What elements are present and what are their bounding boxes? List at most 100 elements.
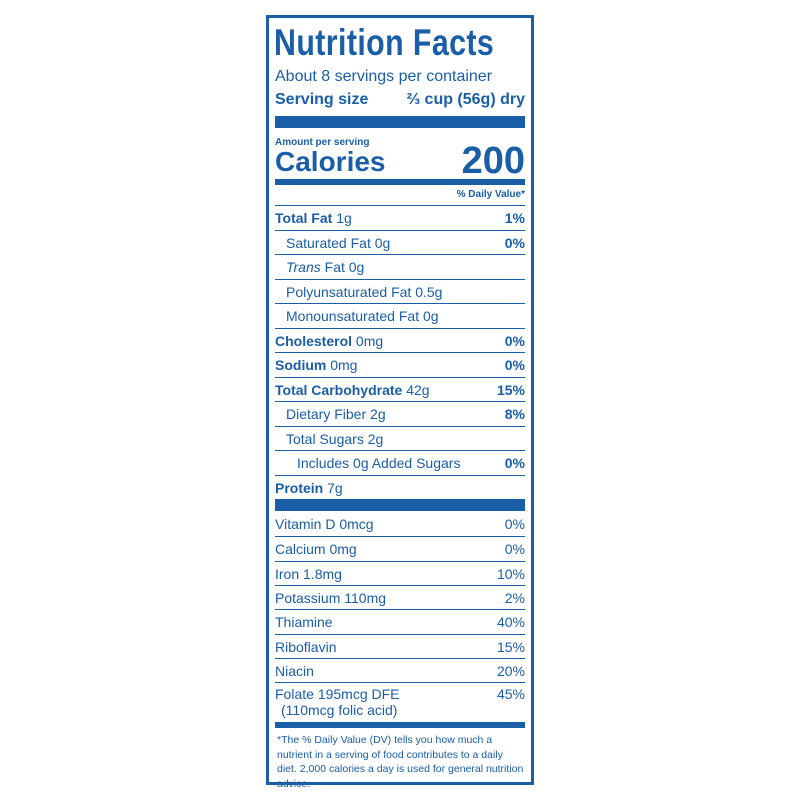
nutrient-row: Total Fat 1g 1%	[275, 205, 525, 230]
nutrient-dv: 0%	[504, 455, 525, 471]
vitamin-label: Iron 1.8mg	[275, 566, 342, 582]
nutrient-label: Dietary Fiber 2g	[286, 406, 386, 422]
vitamin-name: Riboflavin	[275, 638, 337, 655]
nutrient-amount: 0g	[374, 234, 391, 251]
servings: About 8 servings per container	[275, 68, 493, 85]
nutrient-amount: 42g	[406, 381, 430, 398]
nutrient-amount: 0g	[422, 308, 439, 324]
nutrient-name: Polyunsaturated Fat	[286, 283, 412, 300]
vitamin-name: Folate	[275, 686, 314, 703]
vitamin-dv: 0%	[504, 541, 525, 558]
vitamin-row: Potassium 110mg 2%	[275, 584, 525, 610]
vitamin-label: Potassium 110mg	[275, 590, 386, 606]
nutrient-label: Polyunsaturated Fat 0.5g	[286, 284, 442, 300]
nutrient-amount: 2g	[367, 430, 384, 447]
vitamin-row: Folate 195mcg DFE (110mcg folic acid) 45%	[275, 682, 525, 726]
nutrient-label: Cholesterol 0mg	[275, 333, 383, 349]
nutrient-name: Includes 0g Added Sugars	[297, 455, 461, 471]
vitamin-label: Vitamin D 0mcg	[275, 516, 374, 532]
nutrient-row: Dietary Fiber 2g 8%	[275, 401, 525, 426]
nutrient-amount: 0mg	[330, 357, 358, 373]
vitamin-name: Vitamin D	[275, 516, 336, 532]
nutrient-label: Total Fat 1g	[275, 210, 352, 226]
label-border	[266, 15, 534, 785]
vitamin-row: Vitamin D 0mcg 0%	[275, 512, 525, 536]
serving-size-value: ⅔ cup (56g) dry	[406, 91, 525, 108]
nutrient-row: Total Sugars 2g	[275, 425, 525, 451]
nutrient-amount: 0.5g	[415, 283, 443, 300]
vitamin-name: Potassium	[275, 589, 341, 606]
vitamin-label: Riboflavin	[275, 639, 336, 655]
nutrient-row: Sodium 0mg 0%	[275, 352, 525, 377]
vitamin-name: Thiamine	[275, 614, 333, 631]
vitamin-name: Iron	[275, 565, 300, 582]
nutrient-amount: 7g	[327, 479, 343, 496]
nutrient-name: Dietary Fiber	[286, 406, 367, 422]
nutrient-row: Total Carbohydrate 42g 15%	[275, 376, 525, 402]
vitamin-name: Niacin	[275, 662, 314, 679]
vitamin-amount: 1.8mg	[303, 565, 342, 582]
amount-per-serving: Amount per serving	[275, 137, 370, 148]
calories-label: Calories	[275, 146, 386, 177]
vitamin-row: Calcium 0mg 0%	[275, 536, 525, 561]
nutrient-name: Total Carbohydrate	[275, 381, 403, 398]
nutrient-label: Trans Fat 0g	[286, 259, 364, 275]
nutrient-label: Monounsaturated Fat 0g	[286, 308, 439, 324]
medium-rule	[275, 179, 525, 185]
vitamin-amount: 195mcg DFE	[317, 686, 400, 703]
nutrient-amount: 0mg	[355, 332, 384, 349]
medium-rule	[275, 722, 525, 728]
vitamin-dv: 0%	[504, 516, 525, 532]
vitamin-note: (110mcg folic acid)	[281, 702, 398, 719]
nutrient-name: Total Sugars	[286, 430, 364, 447]
nutrient-name: Monounsaturated Fat	[286, 308, 420, 324]
vitamin-row: Niacin 20%	[275, 657, 525, 683]
nutrient-row: Includes 0g Added Sugars 0%	[275, 450, 525, 475]
nutrient-dv: 0%	[504, 357, 525, 373]
vitamin-dv: 10%	[496, 565, 525, 582]
vitamin-label: Thiamine	[275, 614, 333, 630]
nutrient-dv: 0%	[504, 234, 525, 251]
nutrient-name: Saturated Fat	[286, 234, 371, 251]
nutrient-label: Total Sugars 2g	[286, 431, 383, 447]
nutrient-amount: 0g	[348, 259, 365, 275]
nutrient-amount: 2g	[370, 406, 386, 422]
title: Nutrition Facts	[274, 22, 495, 63]
nutrient-row: Monounsaturated Fat 0g	[275, 303, 525, 328]
vitamin-amount: 110mg	[344, 589, 387, 606]
nutrient-label: Includes 0g Added Sugars	[297, 455, 460, 471]
vitamin-name: Calcium	[275, 541, 326, 558]
nutrient-row: Saturated Fat 0g 0%	[275, 229, 525, 255]
nutrient-name: Protein	[275, 479, 324, 496]
vitamin-amount: 0mg	[329, 541, 357, 558]
vitamin-dv: 15%	[496, 638, 525, 655]
nutrient-label: Sodium 0mg	[275, 357, 357, 373]
nutrient-dv: 8%	[504, 406, 525, 422]
serving-size-label: Serving size	[275, 91, 369, 108]
vitamin-dv: 40%	[496, 614, 525, 631]
nutrient-dv: 15%	[496, 381, 525, 398]
nutrient-row: Protein 7g	[275, 474, 525, 500]
nutrient-name: Cholesterol	[275, 332, 353, 349]
nutrient-dv: 1%	[504, 210, 525, 226]
thick-rule	[275, 499, 525, 511]
nutrient-row: Trans Fat 0g	[275, 254, 525, 279]
vitamin-row: Thiamine 40%	[275, 609, 525, 634]
vitamin-dv: 20%	[496, 662, 525, 679]
dv-header: % Daily Value*	[456, 189, 525, 200]
nutrient-dv: 0%	[504, 332, 525, 349]
nutrient-amount: 1g	[336, 210, 352, 226]
nutrient-row: Polyunsaturated Fat 0.5g	[275, 278, 525, 304]
nutrient-name: Fat	[324, 259, 345, 275]
vitamin-label: Calcium 0mg	[275, 541, 357, 557]
vitamin-dv: 2%	[504, 589, 525, 606]
vitamin-label: Folate 195mcg DFE (110mcg folic acid)	[275, 686, 400, 718]
nutrient-label: Protein 7g	[275, 480, 343, 496]
footnote: *The % Daily Value (DV) tells you how mu…	[277, 734, 524, 790]
nutrient-name: Sodium	[275, 357, 327, 373]
vitamin-row: Iron 1.8mg 10%	[275, 560, 525, 586]
vitamin-row: Riboflavin 15%	[275, 633, 525, 659]
calories-value: 200	[461, 140, 525, 182]
nutrient-name: Total Fat	[275, 210, 333, 226]
